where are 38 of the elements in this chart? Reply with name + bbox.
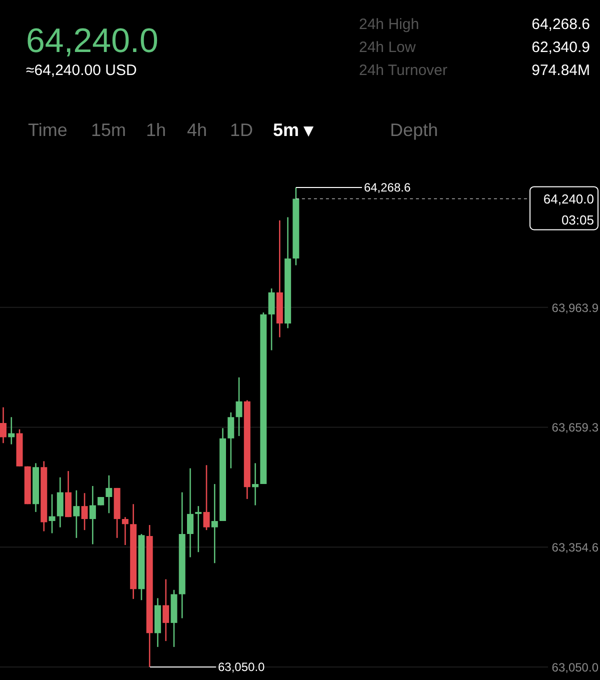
annotation: 4h [187, 120, 208, 140]
candlestick [0, 406, 6, 444]
text: 64,240.0 [26, 22, 158, 60]
candlestick [252, 462, 259, 506]
candlestick [162, 578, 170, 642]
annotation: 64,268.6 [364, 180, 411, 194]
ref-line-label: 64,240.0 03:05 [543, 192, 594, 228]
candlestick [195, 505, 202, 553]
candlestick [73, 490, 80, 539]
y-tick-label: 63,963.9 [552, 300, 599, 315]
candlestick [89, 485, 96, 545]
candlestick [236, 376, 242, 437]
candlestick [81, 492, 88, 531]
text: ≈64,240.00 USD [26, 62, 137, 79]
annotation: 1D [230, 120, 254, 140]
annotation: 64,268.6 [532, 16, 590, 33]
candlestick [186, 468, 194, 558]
annotation: Depth [390, 120, 438, 140]
annotation: 974.84M [532, 62, 590, 79]
candlestick [268, 288, 275, 351]
candlestick [106, 474, 112, 514]
y-tick-label: 63,050.0 [552, 660, 599, 675]
annotation: 1h [146, 120, 166, 140]
y-tick-label: 63,659.3 [552, 420, 599, 435]
annotation: 15m [91, 120, 126, 140]
annotation: 62,340.9 [532, 39, 590, 56]
annotation: 5m ▾ [273, 120, 314, 140]
candlestick [228, 412, 234, 469]
annotation: 24h Turnover [359, 62, 448, 79]
candlestick [203, 464, 210, 531]
annotation: Time [28, 120, 68, 140]
candlestick [211, 483, 218, 564]
candlestick [122, 516, 128, 546]
y-tick-label: 63,354.6 [552, 540, 599, 555]
candlestick [48, 494, 56, 534]
annotation: 24h Low [359, 39, 416, 56]
annotation: 63,050.0 [218, 660, 266, 674]
annotation: 24h High [359, 16, 420, 33]
